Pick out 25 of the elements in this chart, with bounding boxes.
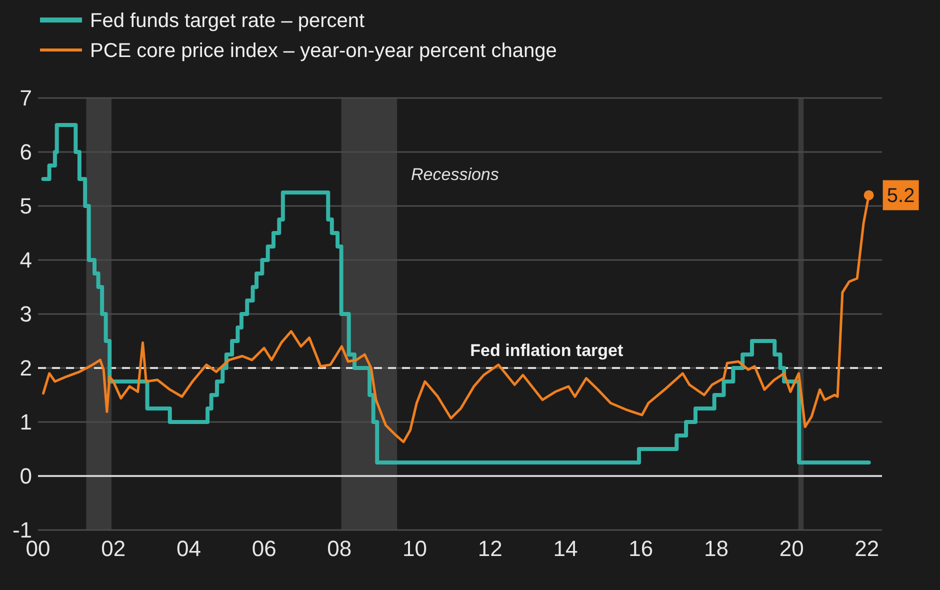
y-tick-label: 6 bbox=[20, 140, 32, 165]
y-tick-label: 4 bbox=[20, 248, 32, 273]
x-tick-label: 18 bbox=[704, 536, 728, 561]
y-tick-label: 3 bbox=[20, 302, 32, 327]
x-tick-label: 12 bbox=[478, 536, 502, 561]
y-tick-label: 2 bbox=[20, 356, 32, 381]
annotation: Recessions bbox=[411, 165, 500, 184]
ref-line-label: Fed inflation target bbox=[470, 341, 624, 360]
legend-label: Fed funds target rate – percent bbox=[90, 10, 366, 32]
x-tick-label: 02 bbox=[101, 536, 126, 561]
data-label: 5.2 bbox=[886, 185, 915, 208]
y-tick-label: 5 bbox=[20, 194, 32, 219]
y-tick-label: 1 bbox=[20, 410, 32, 435]
legend-label: PCE core price index – year-on-year percent change bbox=[90, 40, 557, 62]
x-tick-label: 08 bbox=[327, 536, 352, 561]
y-tick-label: 7 bbox=[20, 86, 32, 111]
x-tick-label: 04 bbox=[176, 536, 201, 561]
x-tick-label: 14 bbox=[553, 536, 578, 561]
x-tick-label: 06 bbox=[252, 536, 276, 561]
x-tick-label: 16 bbox=[628, 536, 654, 561]
x-tick-label: 20 bbox=[779, 536, 804, 561]
x-tick-label: 00 bbox=[26, 536, 50, 561]
y-tick-label: 0 bbox=[20, 464, 32, 489]
x-tick-label: 22 bbox=[854, 536, 880, 561]
x-tick-label: 10 bbox=[402, 536, 428, 561]
